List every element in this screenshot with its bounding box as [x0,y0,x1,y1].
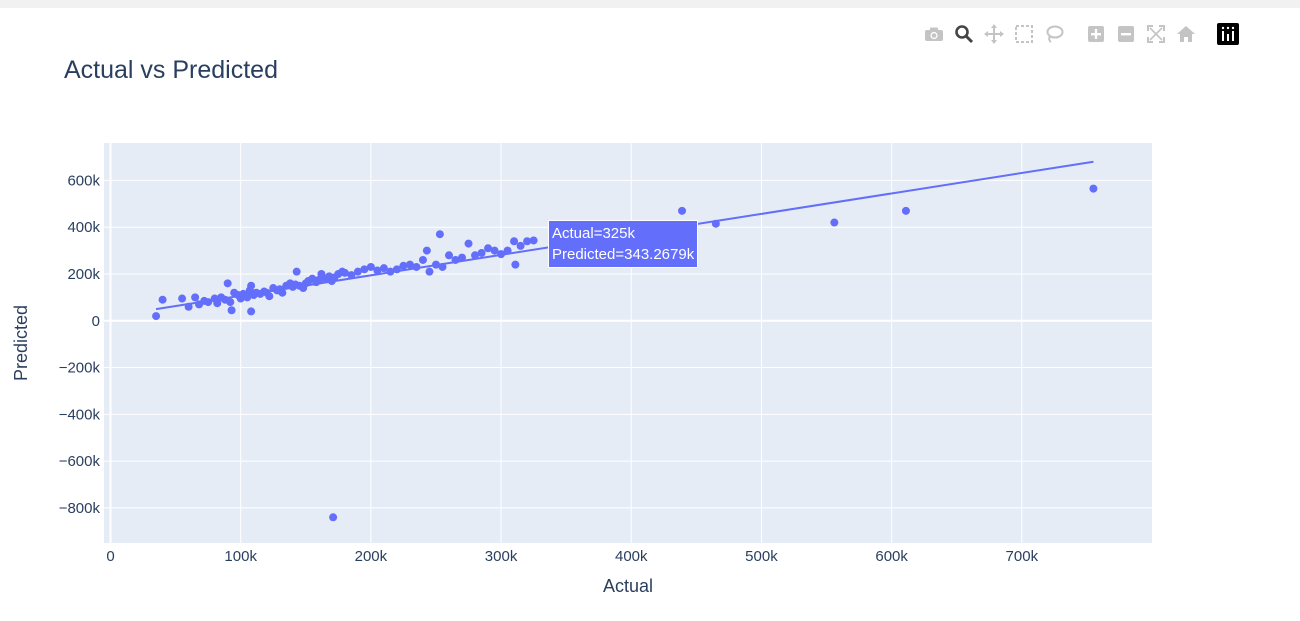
data-point[interactable] [422,246,431,255]
data-point[interactable] [901,206,910,215]
top-strip [0,0,1300,8]
data-point[interactable] [278,288,287,297]
data-point[interactable] [247,307,256,316]
chart-title: Actual vs Predicted [64,56,278,84]
data-point[interactable] [529,236,538,245]
data-point[interactable] [191,293,200,302]
y-tick-label: −600k [59,453,101,470]
data-point[interactable] [360,265,369,274]
box-select-icon[interactable] [1012,22,1036,46]
data-point[interactable] [678,206,687,215]
data-point[interactable] [418,255,427,264]
data-point[interactable] [490,246,499,255]
data-point[interactable] [484,244,493,253]
data-point[interactable] [503,246,512,255]
data-point[interactable] [243,293,252,302]
zoom-icon[interactable] [952,22,976,46]
hover-predicted: Predicted=343.2679k [552,246,695,263]
data-point[interactable] [347,271,356,280]
data-point[interactable] [412,262,421,271]
x-axis-label: Actual [603,576,653,596]
modebar [922,22,1246,46]
y-tick-label: −200k [59,360,101,377]
x-tick-label: 600k [875,548,908,565]
data-point[interactable] [158,295,167,304]
y-tick-labels: −800k −600k −400k −200k 0 200k 400k 600k [59,172,101,516]
y-tick-label: 400k [67,219,100,236]
data-point[interactable] [405,260,414,269]
pan-icon[interactable] [982,22,1006,46]
zero-lines [104,143,1152,543]
y-tick-label: −800k [59,500,101,517]
data-point[interactable] [204,298,213,307]
x-tick-labels: 0 100k 200k 300k 400k 500k 600k 700k [106,548,1038,565]
data-point[interactable] [471,251,480,260]
data-point[interactable] [379,264,388,273]
data-point[interactable] [1089,184,1098,193]
data-point[interactable] [386,267,395,276]
data-point[interactable] [435,230,444,239]
data-point[interactable] [399,261,408,270]
data-point[interactable] [247,281,256,290]
data-point[interactable] [511,260,520,269]
data-point[interactable] [477,248,486,257]
y-tick-label: −400k [59,406,101,423]
data-point[interactable] [431,260,440,269]
data-point[interactable] [184,302,193,311]
data-point[interactable] [265,292,274,301]
data-point[interactable] [711,219,720,228]
lasso-icon[interactable] [1042,22,1066,46]
data-point[interactable] [366,262,375,271]
data-point[interactable] [392,265,401,274]
x-tick-label: 0 [106,548,114,565]
data-point[interactable] [340,268,349,277]
reset-axes-icon[interactable] [1174,22,1198,46]
data-point[interactable] [438,262,447,271]
x-tick-label: 500k [745,548,778,565]
x-tick-label: 100k [224,548,257,565]
hover-tooltip: Actual=325k Predicted=343.2679k [548,220,699,268]
hover-actual: Actual=325k [552,225,635,242]
autoscale-icon[interactable] [1144,22,1168,46]
data-point[interactable] [516,241,525,250]
x-tick-label: 200k [355,548,388,565]
data-point[interactable] [451,255,460,264]
data-point[interactable] [458,253,467,262]
data-point[interactable] [830,218,839,227]
data-point[interactable] [292,267,301,276]
data-point[interactable] [329,513,338,522]
plot-background [104,143,1152,543]
data-points [152,184,1098,522]
data-point[interactable] [213,299,222,308]
data-point[interactable] [444,251,453,260]
data-point[interactable] [497,250,506,259]
camera-icon[interactable] [922,22,946,46]
data-point[interactable] [227,306,236,315]
data-point[interactable] [353,267,362,276]
data-point[interactable] [226,298,235,307]
plotly-logo-icon[interactable] [1216,22,1240,46]
data-point[interactable] [178,294,187,303]
x-tick-label: 400k [615,548,648,565]
x-tick-label: 700k [1006,548,1039,565]
zoom-in-icon[interactable] [1084,22,1108,46]
data-point[interactable] [425,267,434,276]
x-tick-label: 300k [485,548,518,565]
data-point[interactable] [523,237,532,246]
y-axis-label: Predicted [11,305,31,381]
y-tick-label: 0 [92,313,100,330]
zoom-out-icon[interactable] [1114,22,1138,46]
data-point[interactable] [373,266,382,275]
data-point[interactable] [464,239,473,248]
data-point[interactable] [223,279,232,288]
data-point[interactable] [152,312,161,321]
y-tick-label: 600k [67,172,100,189]
y-tick-label: 200k [67,266,100,283]
data-point[interactable] [510,237,519,246]
